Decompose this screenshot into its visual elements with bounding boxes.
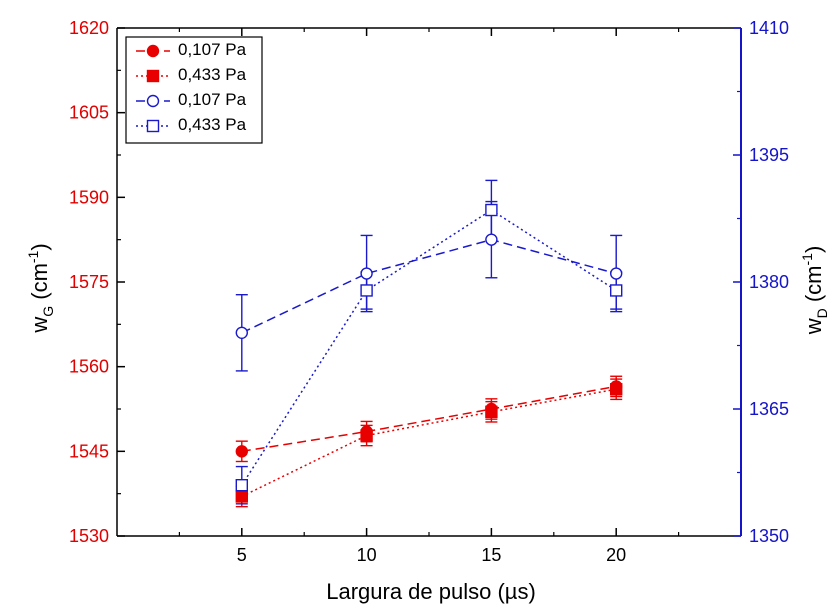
y-right-title-sub: D bbox=[814, 308, 830, 318]
legend-marker-3 bbox=[146, 94, 160, 108]
series-lines bbox=[241, 209, 617, 498]
data-point-series-4 bbox=[360, 284, 373, 297]
y-left-title-unit-pre: (cm bbox=[27, 263, 52, 306]
y-left-tick-label: 1530 bbox=[69, 526, 109, 546]
x-tick-label: 10 bbox=[357, 545, 377, 565]
x-tick-label: 5 bbox=[237, 545, 247, 565]
data-point-series-3 bbox=[610, 267, 623, 280]
y-right-title-unit-post: ) bbox=[801, 246, 826, 253]
series-line-3 bbox=[241, 238, 617, 334]
data-point-series-3 bbox=[485, 233, 498, 246]
y-axis-right-title: wD (cm-1) bbox=[799, 246, 830, 336]
legend-marker-2 bbox=[146, 69, 160, 83]
x-axis-title: Largura de pulso (µs) bbox=[326, 579, 536, 604]
legend: 0,107 Pa 0,433 Pa 0,107 Pa 0,433 Pa bbox=[125, 36, 263, 144]
data-point-series-1 bbox=[235, 445, 249, 458]
data-point-series-3 bbox=[360, 267, 373, 280]
legend-marker-4 bbox=[146, 119, 160, 133]
y-right-tick-label: 1380 bbox=[749, 272, 789, 292]
y-right-tick-label: 1350 bbox=[749, 526, 789, 546]
y-left-tick-label: 1575 bbox=[69, 272, 109, 292]
data-point-series-4 bbox=[610, 284, 623, 297]
legend-label-3: 0,107 Pa bbox=[178, 90, 247, 109]
error-bars bbox=[235, 179, 623, 508]
data-point-series-3 bbox=[235, 326, 249, 339]
y-right-tick-label: 1395 bbox=[749, 145, 789, 165]
y-right-title-main: w bbox=[801, 318, 826, 335]
x-tick-label: 15 bbox=[481, 545, 501, 565]
data-markers bbox=[235, 203, 623, 503]
y-left-tick-label: 1545 bbox=[69, 441, 109, 461]
tick-labels: 5 10 15 20 1530 1545 1560 1575 1590 1605 1620 1350 1… bbox=[69, 18, 789, 565]
data-point-series-2 bbox=[235, 490, 249, 503]
data-point-series-2 bbox=[360, 429, 373, 442]
y-left-title-unit-sup: -1 bbox=[25, 250, 41, 263]
y-right-title-unit-pre: (cm bbox=[801, 266, 826, 309]
legend-label-1: 0,107 Pa bbox=[178, 40, 247, 59]
axes bbox=[116, 27, 742, 537]
x-tick-label: 20 bbox=[606, 545, 626, 565]
y-left-title-main: w bbox=[27, 317, 52, 334]
y-left-title-unit-post: ) bbox=[27, 243, 52, 250]
y-left-title-sub: G bbox=[40, 306, 56, 317]
data-point-series-2 bbox=[610, 383, 623, 396]
data-point-series-4 bbox=[485, 203, 498, 217]
y-left-tick-label: 1605 bbox=[69, 103, 109, 123]
legend-label-4: 0,433 Pa bbox=[178, 115, 247, 134]
series-line-4 bbox=[241, 209, 617, 486]
y-left-tick-label: 1590 bbox=[69, 187, 109, 207]
legend-label-2: 0,433 Pa bbox=[178, 65, 247, 84]
y-axis-left-title: wG (cm-1) bbox=[25, 243, 56, 333]
y-left-tick-label: 1620 bbox=[69, 18, 109, 38]
series-line-1 bbox=[241, 385, 617, 453]
y-right-tick-label: 1410 bbox=[749, 18, 789, 38]
legend-symbols bbox=[136, 44, 170, 133]
y-left-tick-label: 1560 bbox=[69, 357, 109, 377]
data-point-series-2 bbox=[485, 405, 498, 419]
legend-marker-1 bbox=[146, 44, 160, 58]
data-point-series-4 bbox=[235, 479, 249, 492]
y-right-tick-label: 1365 bbox=[749, 399, 789, 419]
y-right-title-unit-sup: -1 bbox=[799, 253, 815, 266]
